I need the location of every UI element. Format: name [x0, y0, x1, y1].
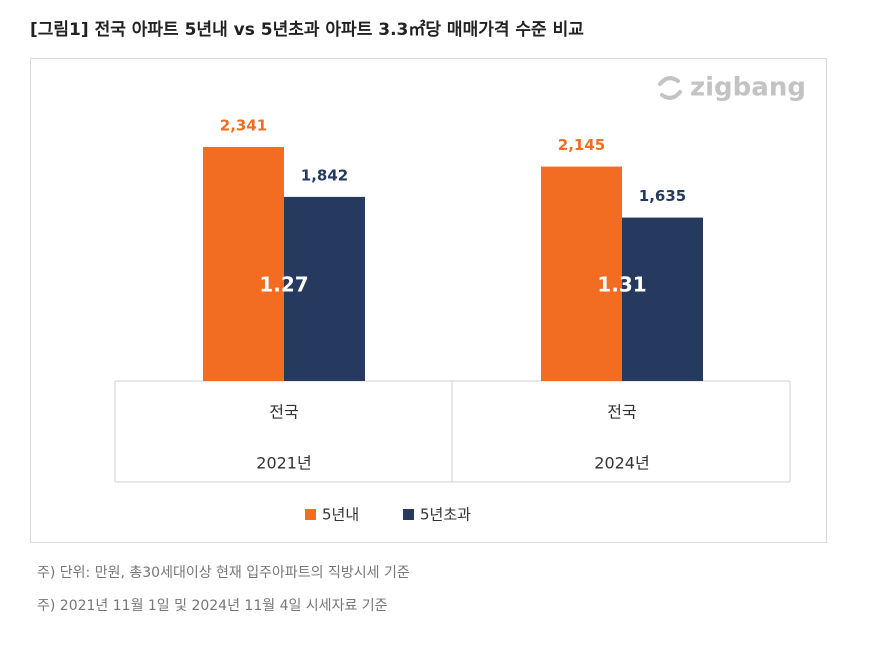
category-axis [114, 380, 791, 483]
legend-label: 5년내 [322, 506, 359, 524]
watermark-icon [658, 76, 682, 100]
bar [203, 147, 284, 381]
watermark: zigbang [690, 73, 806, 103]
chart-title: [그림1] 전국 아파트 5년내 vs 5년초과 아파트 3.3㎡당 매매가격 … [30, 19, 584, 40]
group-label: 2024년 [594, 454, 649, 473]
x-tick-label: 전국 [607, 403, 636, 422]
value-label: 2,341 [220, 117, 267, 135]
bar [622, 217, 703, 381]
bar [284, 196, 365, 381]
x-tick-label: 전국 [269, 403, 298, 422]
value-label: 1,635 [639, 187, 686, 205]
ratio-annotation: 1.27 [259, 273, 308, 297]
ratio-annotation: 1.31 [597, 273, 646, 297]
legend-swatch [403, 509, 414, 520]
footnote: 주) 단위: 만원, 총30세대이상 현재 입주아파트의 직방시세 기준 [37, 565, 410, 581]
footnote: 주) 2021년 11월 1일 및 2024년 11월 4일 시세자료 기준 [37, 598, 388, 614]
legend-label: 5년초과 [420, 506, 471, 524]
value-label: 2,145 [558, 136, 605, 154]
bar [541, 166, 622, 381]
group-label: 2021년 [256, 454, 311, 473]
value-label: 1,842 [301, 166, 348, 184]
chart-frame [30, 58, 827, 543]
legend-swatch [305, 509, 316, 520]
